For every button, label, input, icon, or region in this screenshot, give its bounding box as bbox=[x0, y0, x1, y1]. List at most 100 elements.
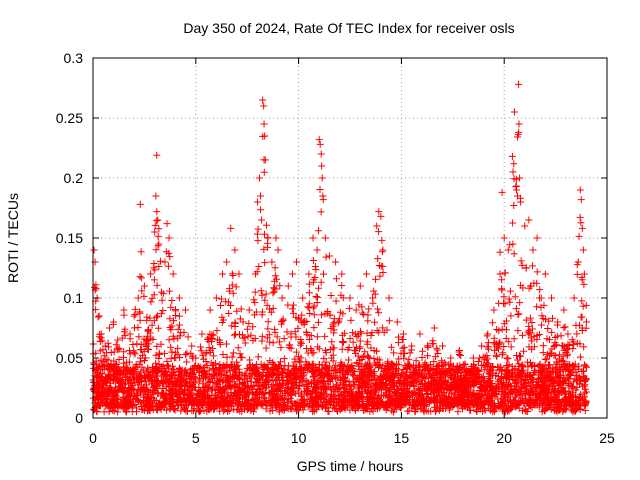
data-point bbox=[467, 406, 475, 414]
data-point bbox=[537, 294, 545, 302]
data-point bbox=[137, 274, 145, 282]
data-point bbox=[251, 298, 259, 306]
data-point bbox=[256, 174, 264, 182]
data-point bbox=[323, 390, 331, 398]
data-point bbox=[423, 361, 431, 369]
data-point bbox=[165, 392, 173, 400]
data-point bbox=[140, 399, 147, 407]
data-point bbox=[430, 358, 438, 366]
data-point bbox=[159, 307, 167, 314]
data-point bbox=[153, 151, 161, 159]
data-point bbox=[261, 156, 269, 164]
data-point bbox=[491, 391, 499, 399]
data-point bbox=[164, 262, 172, 270]
data-point bbox=[322, 380, 330, 388]
data-point bbox=[213, 381, 221, 389]
data-point bbox=[187, 350, 195, 357]
data-point bbox=[329, 357, 337, 365]
data-point bbox=[434, 362, 442, 370]
data-point bbox=[166, 315, 174, 323]
data-point bbox=[311, 273, 319, 281]
data-point bbox=[174, 380, 182, 388]
data-point bbox=[149, 387, 157, 395]
data-point bbox=[183, 369, 191, 377]
data-point bbox=[379, 269, 387, 277]
data-point bbox=[165, 249, 173, 257]
data-point bbox=[191, 361, 199, 369]
data-point bbox=[352, 306, 360, 314]
data-point bbox=[384, 399, 392, 407]
data-point bbox=[303, 383, 311, 391]
data-point bbox=[364, 352, 372, 360]
data-point bbox=[373, 326, 381, 334]
data-point bbox=[387, 343, 395, 351]
data-point bbox=[371, 388, 379, 396]
data-point bbox=[541, 355, 549, 363]
data-point bbox=[195, 364, 203, 372]
data-point bbox=[349, 338, 357, 346]
data-point bbox=[237, 354, 245, 362]
data-point bbox=[342, 395, 350, 403]
data-point bbox=[202, 357, 210, 365]
data-point bbox=[153, 389, 161, 397]
data-point bbox=[172, 311, 180, 319]
data-point bbox=[166, 287, 174, 295]
data-point bbox=[514, 192, 522, 200]
data-point bbox=[515, 401, 523, 409]
data-point bbox=[345, 344, 353, 352]
data-point bbox=[222, 372, 230, 380]
data-point bbox=[319, 196, 327, 204]
data-point bbox=[556, 351, 564, 359]
data-point bbox=[391, 389, 399, 397]
data-point bbox=[117, 402, 125, 410]
data-point bbox=[115, 355, 123, 363]
data-point bbox=[567, 371, 575, 379]
data-point bbox=[211, 359, 219, 367]
data-point bbox=[402, 368, 410, 376]
data-point bbox=[424, 342, 432, 350]
data-point bbox=[305, 270, 313, 278]
data-point bbox=[153, 217, 161, 225]
data-point bbox=[297, 336, 305, 344]
data-point bbox=[110, 318, 118, 326]
data-point bbox=[187, 365, 195, 373]
data-point bbox=[363, 394, 371, 402]
y-tick-label: 0.15 bbox=[56, 230, 83, 246]
data-point bbox=[150, 276, 158, 284]
data-point bbox=[155, 400, 163, 408]
data-point bbox=[269, 289, 277, 297]
data-point bbox=[144, 326, 152, 334]
data-point bbox=[367, 332, 375, 340]
data-point bbox=[554, 388, 562, 396]
data-point bbox=[461, 360, 469, 368]
data-point bbox=[292, 390, 300, 398]
data-point bbox=[206, 400, 214, 408]
data-point bbox=[237, 305, 245, 313]
data-point bbox=[528, 325, 536, 333]
data-point bbox=[392, 370, 400, 378]
data-point bbox=[260, 390, 268, 398]
data-point bbox=[528, 318, 536, 326]
data-point bbox=[328, 338, 336, 346]
data-point bbox=[437, 399, 445, 407]
data-point bbox=[372, 275, 380, 283]
data-point bbox=[433, 377, 441, 385]
data-point bbox=[206, 306, 214, 314]
data-point bbox=[443, 385, 451, 393]
data-point bbox=[398, 371, 406, 379]
data-point bbox=[102, 349, 110, 357]
data-point bbox=[535, 330, 543, 338]
data-point bbox=[318, 162, 326, 170]
data-point bbox=[442, 361, 450, 369]
data-point bbox=[539, 378, 547, 386]
data-point bbox=[98, 369, 106, 377]
data-point bbox=[258, 216, 266, 224]
data-point bbox=[518, 261, 526, 269]
data-point bbox=[515, 80, 523, 88]
data-point bbox=[165, 383, 173, 391]
data-point bbox=[155, 355, 163, 363]
data-point bbox=[433, 344, 441, 352]
data-point bbox=[579, 396, 587, 404]
data-point bbox=[196, 407, 204, 415]
data-point bbox=[411, 407, 419, 415]
